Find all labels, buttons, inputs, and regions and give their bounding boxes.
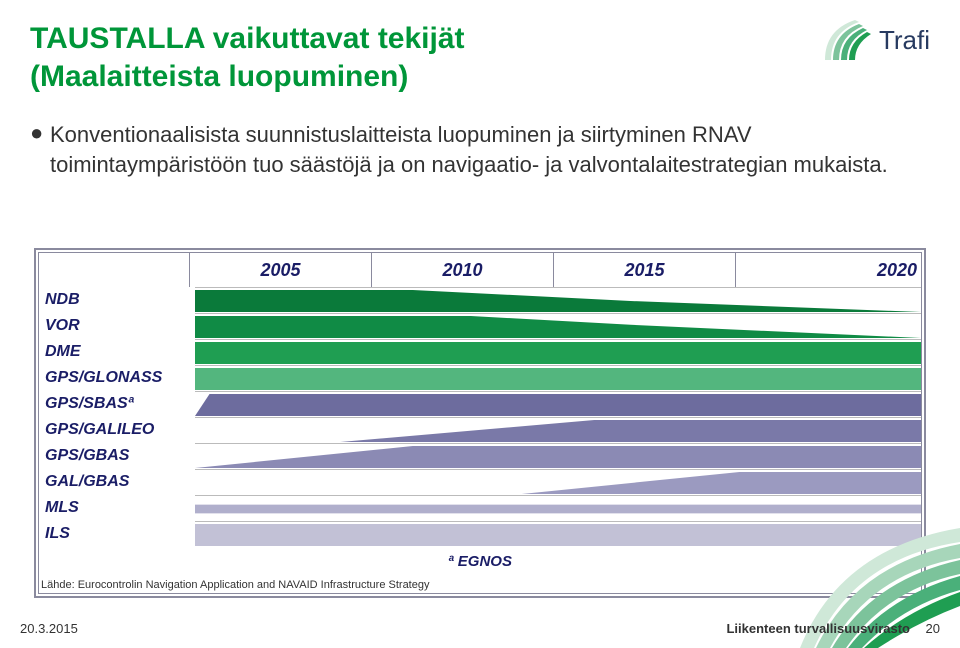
row-label: ILS [39,525,195,543]
chart-row: MLS [39,495,921,521]
chart-row: NDB [39,287,921,313]
bullet-dot: ● [30,120,50,179]
footer-date: 20.3.2015 [20,621,78,636]
footer-org: Liikenteen turvallisuusvirasto [726,621,910,636]
row-label: GPS/GBAS [39,447,195,465]
bullet-item: ● Konventionaalisista suunnistuslaitteis… [30,120,910,179]
chart-row: VOR [39,313,921,339]
chart-row: GAL/GBAS [39,469,921,495]
row-label: MLS [39,499,195,517]
row-label: VOR [39,317,195,335]
chart-year-header: 2005 2010 2015 2020 [39,253,921,287]
chart-row: GPS/GALILEO [39,417,921,443]
row-label: GPS/SBASª [39,395,195,413]
chart-inner: 2005 2010 2015 2020 NDB VOR DME GPS/GLONASS… [38,252,922,594]
title-line2: (Maalaitteista luopuminen) [30,60,408,93]
row-label: GPS/GLONASS [39,369,195,387]
chart-row: ILS [39,521,921,547]
row-label: GAL/GBAS [39,473,195,491]
row-band [195,339,921,366]
chart-row: DME [39,339,921,365]
footer-page: 20 [926,621,940,636]
chart-rows: NDB VOR DME GPS/GLONASS GPS/SBASª GPS/GALILEO… [39,287,921,547]
chart-source: Lähde: Eurocontrolin Navigation Applicat… [41,579,429,591]
row-band [195,521,921,548]
row-band [195,443,921,470]
title-line1: TAUSTALLA vaikuttavat tekijät [30,22,465,55]
row-band [195,417,921,444]
year-label: 2020 [735,253,921,287]
row-band [195,495,921,522]
row-label: NDB [39,291,195,309]
slide-title: TAUSTALLA vaikuttavat tekijät (Maalaitte… [30,20,465,95]
row-band [195,313,921,340]
bullet-text: Konventionaalisista suunnistuslaitteista… [50,120,910,179]
year-label: 2015 [553,253,735,287]
row-band [195,391,921,418]
egnos-footnote: ª EGNOS [39,547,921,575]
row-band [195,365,921,392]
brand-logo: Trafi [825,20,930,60]
chart-row: GPS/GBAS [39,443,921,469]
row-band [195,287,921,314]
row-label: GPS/GALILEO [39,421,195,439]
trafi-logo-icon [825,20,871,60]
year-label: 2010 [371,253,553,287]
chart-row: GPS/GLONASS [39,365,921,391]
row-band [195,469,921,496]
chart-row: GPS/SBASª [39,391,921,417]
timeline-chart: 2005 2010 2015 2020 NDB VOR DME GPS/GLONASS… [34,248,926,598]
slide: { "brand":{"name":"Trafi","logo_color":"… [0,0,960,648]
brand-name: Trafi [879,25,930,56]
row-label: DME [39,343,195,361]
year-label: 2005 [189,253,371,287]
